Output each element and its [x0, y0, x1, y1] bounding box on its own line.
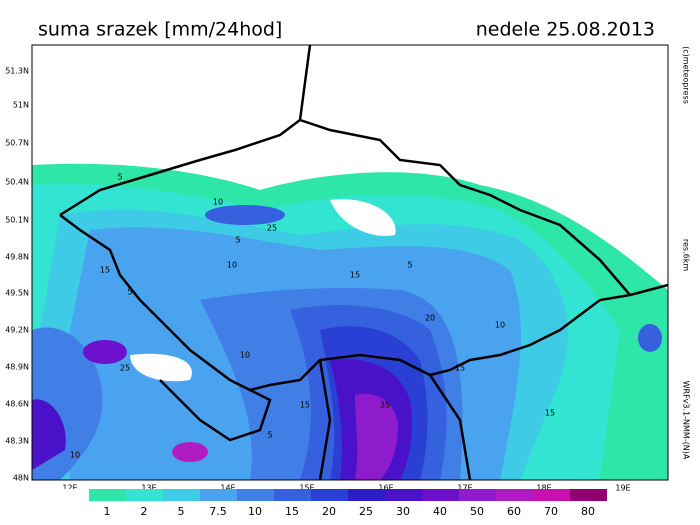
legend-label: 70: [544, 505, 558, 518]
contour-label: 25: [120, 364, 130, 373]
longitude-label: 15E: [299, 484, 314, 493]
legend-swatch: [570, 489, 607, 501]
legend-swatch: [274, 489, 311, 501]
contour-label: 5: [235, 236, 240, 245]
legend-swatch: [385, 489, 422, 501]
contour-label: 25: [267, 224, 277, 233]
legend-swatch: [52, 489, 89, 501]
legend-swatch: [163, 489, 200, 501]
contour-label: 10: [227, 261, 237, 270]
map-frame: [31, 44, 669, 481]
legend-label: 20: [322, 505, 336, 518]
legend-swatch: [496, 489, 533, 501]
contour-label: 15: [545, 409, 555, 418]
contour-label: 15: [100, 266, 110, 275]
contour-label: 10: [213, 198, 223, 207]
contour-label: 5: [267, 431, 272, 440]
longitude-label: 16E: [378, 484, 393, 493]
latitude-label: 48.6N: [5, 400, 29, 409]
legend-label: 60: [507, 505, 521, 518]
legend-swatch: [311, 489, 348, 501]
legend-swatch: [200, 489, 237, 501]
map-title: suma srazek [mm/24hod]: [38, 19, 282, 41]
contour-label: 5: [407, 261, 412, 270]
longitude-label: 19E: [615, 484, 630, 493]
latitude-label: 49.8N: [5, 253, 29, 262]
latitude-label: 49.5N: [5, 289, 29, 298]
legend-swatch: [237, 489, 274, 501]
contour-label: 5: [117, 173, 122, 182]
legend-swatch: [348, 489, 385, 501]
contour-label: 10: [495, 321, 505, 330]
latitude-label: 48.3N: [5, 437, 29, 446]
contour-label: 15: [300, 401, 310, 410]
legend-label: 40: [433, 505, 447, 518]
legend-label: 5: [178, 505, 185, 518]
contour-label: 15: [455, 364, 465, 373]
borders: [59, 44, 669, 481]
latitude-label: 51N: [13, 101, 29, 110]
contour-label: 5: [127, 288, 132, 297]
latitude-label: 50.7N: [5, 139, 29, 148]
side-text: WRFv3.1-NMM-(N)A: [682, 381, 691, 460]
latitude-label: 48.9N: [5, 363, 29, 372]
legend-swatch: [459, 489, 496, 501]
legend-label: 10: [248, 505, 262, 518]
contour-label: 10: [70, 451, 80, 460]
latitude-label: 48N: [13, 474, 29, 483]
legend-swatch: [533, 489, 570, 501]
legend-swatch: [422, 489, 459, 501]
legend-label: 15: [285, 505, 299, 518]
longitude-label: 12E: [62, 484, 77, 493]
legend-label: 2: [141, 505, 148, 518]
side-text: (c)meteopress: [682, 46, 691, 104]
legend-label: 50: [470, 505, 484, 518]
precipitation-field: [32, 45, 668, 480]
legend-label: 30: [396, 505, 410, 518]
latitude-label: 51.3N: [5, 67, 29, 76]
contour-label: 20: [425, 314, 435, 323]
legend-swatch: [89, 489, 126, 501]
side-text: res.6km: [682, 239, 691, 271]
legend-label: 25: [359, 505, 373, 518]
latitude-label: 50.4N: [5, 178, 29, 187]
map-date: nedele 25.08.2013: [476, 19, 655, 41]
legend-swatch: [126, 489, 163, 501]
longitude-label: 13E: [141, 484, 156, 493]
contour-label: 10: [240, 351, 250, 360]
legend-label: 7.5: [209, 505, 227, 518]
legend-label: 1: [104, 505, 111, 518]
latitude-label: 49.2N: [5, 326, 29, 335]
contour-label: 35: [380, 401, 390, 410]
legend-label: 80: [581, 505, 595, 518]
latitude-label: 50.1N: [5, 216, 29, 225]
contour-label: 15: [350, 271, 360, 280]
longitude-label: 17E: [457, 484, 472, 493]
longitude-label: 14E: [220, 484, 235, 493]
longitude-label: 18E: [536, 484, 551, 493]
